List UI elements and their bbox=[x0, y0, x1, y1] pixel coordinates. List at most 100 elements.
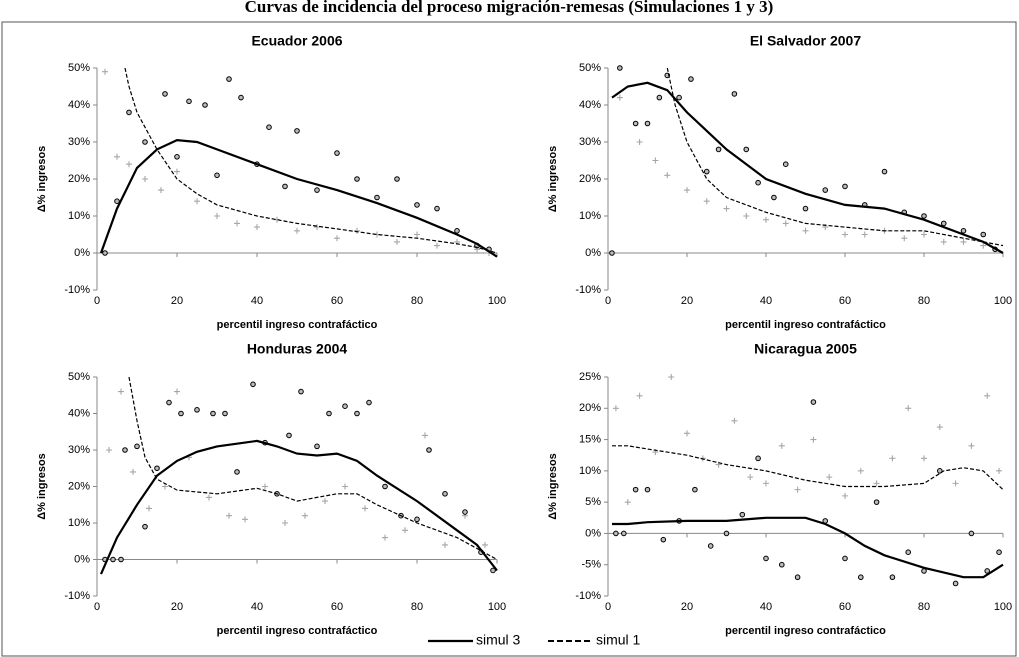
y-tick-label: 20% bbox=[579, 173, 601, 185]
point bbox=[664, 172, 671, 179]
y-tick-label: 50% bbox=[68, 62, 90, 74]
point bbox=[684, 430, 690, 437]
x-tick-label: 60 bbox=[331, 601, 343, 613]
point bbox=[921, 568, 927, 574]
page-title: Curvas de incidencia del proceso migraci… bbox=[245, 0, 774, 16]
y-tick-label: 0% bbox=[74, 247, 90, 259]
point bbox=[238, 94, 244, 101]
x-tick-label: 40 bbox=[760, 295, 772, 307]
point bbox=[624, 499, 631, 506]
point bbox=[282, 520, 288, 526]
y-tick-label: 30% bbox=[579, 136, 601, 148]
point bbox=[755, 455, 761, 462]
point bbox=[262, 483, 268, 490]
x-axis-label: percentil ingreso contrafáctico bbox=[217, 625, 378, 637]
y-tick-label: 40% bbox=[68, 99, 90, 111]
x-tick-label: 100 bbox=[994, 601, 1012, 613]
y-tick-label: 30% bbox=[68, 444, 90, 456]
line bbox=[612, 445, 1004, 491]
point bbox=[676, 94, 682, 101]
point bbox=[763, 216, 769, 223]
y-axis-label: Δ% ingresos bbox=[36, 453, 48, 520]
point bbox=[422, 432, 428, 439]
panel-title: Honduras 2004 bbox=[247, 341, 348, 357]
x-tick-label: 0 bbox=[94, 601, 100, 613]
point bbox=[226, 512, 232, 519]
point bbox=[354, 410, 360, 417]
point bbox=[636, 392, 643, 399]
y-tick-label: 25% bbox=[579, 371, 601, 383]
point bbox=[782, 161, 789, 167]
point bbox=[644, 486, 651, 493]
point bbox=[779, 561, 785, 568]
point bbox=[968, 442, 975, 449]
point bbox=[826, 474, 833, 481]
point bbox=[314, 224, 320, 231]
point bbox=[873, 480, 880, 487]
y-tick-label: 40% bbox=[68, 407, 90, 419]
point bbox=[154, 465, 160, 472]
point bbox=[802, 205, 809, 212]
point bbox=[692, 486, 698, 493]
point bbox=[414, 231, 420, 238]
point bbox=[688, 76, 694, 82]
point bbox=[282, 183, 288, 190]
point bbox=[905, 405, 912, 412]
y-axis-label: Δ% ingresos bbox=[547, 453, 559, 520]
point bbox=[210, 410, 216, 417]
legend-label: simul 1 bbox=[596, 632, 641, 648]
point bbox=[632, 486, 639, 493]
point bbox=[609, 250, 615, 256]
point bbox=[110, 556, 116, 563]
point bbox=[881, 168, 888, 175]
point bbox=[314, 187, 320, 193]
y-tick-label: 50% bbox=[579, 62, 601, 74]
point bbox=[206, 494, 212, 501]
point bbox=[873, 499, 880, 505]
point bbox=[810, 436, 817, 443]
point bbox=[842, 492, 848, 499]
point bbox=[861, 231, 868, 238]
point bbox=[118, 388, 124, 395]
point bbox=[621, 530, 627, 537]
x-tick-label: 60 bbox=[839, 601, 851, 613]
x-tick-label: 60 bbox=[331, 295, 343, 307]
point bbox=[842, 231, 848, 238]
point bbox=[158, 187, 164, 194]
point bbox=[782, 220, 789, 227]
point bbox=[194, 407, 200, 413]
point bbox=[286, 432, 292, 439]
point bbox=[940, 238, 947, 245]
point bbox=[426, 447, 432, 453]
point bbox=[968, 530, 975, 537]
point bbox=[142, 139, 148, 145]
line bbox=[666, 67, 1004, 247]
point bbox=[394, 176, 400, 182]
point bbox=[996, 467, 1003, 474]
y-tick-label: 30% bbox=[68, 136, 90, 148]
point bbox=[382, 534, 388, 541]
point bbox=[242, 516, 248, 523]
line bbox=[611, 81, 1004, 254]
y-tick-label: -10% bbox=[64, 284, 90, 296]
point bbox=[214, 213, 220, 219]
point bbox=[126, 161, 132, 168]
point bbox=[434, 242, 440, 249]
point bbox=[723, 530, 730, 537]
point bbox=[442, 491, 448, 497]
y-tick-label: -10% bbox=[575, 284, 601, 296]
point bbox=[644, 120, 651, 127]
x-tick-label: 20 bbox=[171, 295, 183, 307]
x-tick-label: 100 bbox=[994, 295, 1012, 307]
point bbox=[122, 447, 128, 453]
point bbox=[842, 183, 848, 190]
point bbox=[905, 549, 912, 556]
point bbox=[656, 94, 663, 101]
point bbox=[731, 417, 738, 424]
point bbox=[194, 198, 200, 205]
line bbox=[612, 516, 1004, 579]
point bbox=[612, 405, 619, 412]
point bbox=[901, 235, 908, 242]
point bbox=[202, 102, 208, 108]
point bbox=[462, 509, 468, 515]
